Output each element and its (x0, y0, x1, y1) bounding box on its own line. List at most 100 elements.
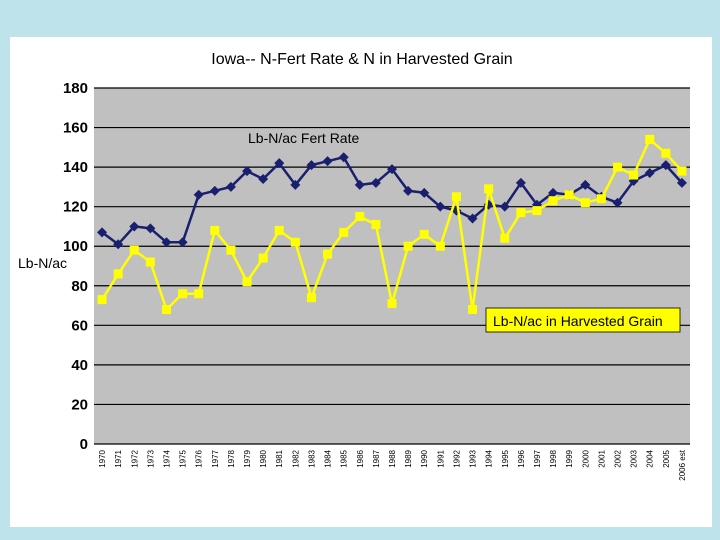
data-point (467, 213, 478, 224)
data-point (612, 197, 623, 208)
grain-annotation-box (485, 307, 681, 333)
x-tick-label: 1999 (565, 449, 574, 467)
data-point (113, 269, 123, 279)
x-tick-label: 1989 (404, 449, 413, 467)
x-tick-label: 1985 (340, 449, 349, 467)
data-point (548, 187, 559, 198)
data-point (194, 289, 204, 299)
line-chart: Iowa-- N-Fert Rate & N in Harvested Grai… (18, 51, 690, 481)
series-group (97, 134, 687, 315)
y-tick-label: 60 (71, 317, 88, 334)
x-tick-label: 1992 (452, 449, 461, 467)
x-tick-label: 1984 (324, 449, 333, 467)
data-point (323, 249, 333, 259)
data-point (419, 187, 430, 198)
data-point (129, 221, 140, 232)
data-point (145, 257, 155, 267)
x-tick-label: 1990 (420, 449, 429, 467)
data-point (677, 166, 687, 176)
data-point (290, 179, 301, 190)
data-point (274, 158, 285, 169)
series-2 (97, 134, 687, 315)
x-tick-label: 2002 (614, 449, 623, 467)
data-point (564, 190, 574, 200)
y-tick-label: 160 (63, 120, 88, 137)
x-tick-label: 1982 (291, 449, 300, 467)
data-point (499, 201, 510, 212)
x-tick-label: 1998 (549, 449, 558, 467)
data-point (629, 170, 639, 180)
data-point (306, 160, 317, 171)
data-point (676, 177, 687, 188)
x-tick-label: 2004 (646, 449, 655, 467)
y-tick-label: 0 (80, 436, 88, 453)
data-point (644, 168, 655, 179)
data-point (645, 134, 655, 144)
x-tick-label: 1970 (98, 449, 107, 467)
x-tick-label: 1977 (211, 449, 220, 467)
chart-title: Iowa-- N-Fert Rate & N in Harvested Grai… (211, 51, 512, 68)
fert-rate-annotation: Lb-N/ac Fert Rate (248, 130, 359, 146)
data-point (290, 237, 300, 247)
data-point (387, 299, 397, 309)
y-tick-label: 40 (71, 357, 88, 374)
data-point (451, 192, 461, 202)
series-1 (97, 152, 687, 250)
data-point (354, 179, 365, 190)
data-point (548, 196, 558, 206)
x-tick-label: 1986 (356, 449, 365, 467)
data-point (580, 198, 590, 208)
x-tick-label: 2006 est (678, 449, 687, 480)
data-point (258, 253, 268, 263)
data-point (468, 305, 478, 315)
y-axis-label: Lb-N/ac (18, 255, 67, 271)
x-tick-label: 2001 (597, 449, 606, 467)
x-tick-label: 1978 (227, 449, 236, 467)
x-tick-label: 2000 (581, 449, 590, 467)
data-point (484, 184, 494, 194)
data-point (370, 177, 381, 188)
plot-area (94, 88, 690, 444)
chart-frame: Iowa-- N-Fert Rate & N in Harvested Grai… (10, 37, 712, 527)
data-point (178, 289, 188, 299)
x-tick-label: 1988 (388, 449, 397, 467)
data-point (339, 227, 349, 237)
x-tick-label: 1980 (259, 449, 268, 467)
data-point (242, 277, 252, 287)
data-point (435, 201, 446, 212)
data-point (516, 208, 526, 218)
x-tick-label: 2003 (630, 449, 639, 467)
data-point (596, 194, 606, 204)
data-point (435, 241, 445, 251)
x-tick-label: 1994 (485, 449, 494, 467)
x-tick-label: 1971 (114, 449, 123, 467)
data-point (403, 241, 413, 251)
x-tick-label: 1976 (195, 449, 204, 467)
data-point (242, 166, 253, 177)
data-point (661, 148, 671, 158)
data-point (129, 245, 139, 255)
data-point (660, 160, 671, 171)
data-point (113, 239, 124, 250)
y-tick-label: 20 (71, 396, 88, 413)
x-tick-label: 1993 (469, 449, 478, 467)
data-point (177, 237, 188, 248)
data-point (97, 295, 107, 305)
x-tick-label: 1995 (501, 449, 510, 467)
data-point (97, 227, 108, 238)
x-tick-label: 1996 (517, 449, 526, 467)
data-point (403, 185, 414, 196)
y-tick-label: 180 (63, 80, 88, 97)
x-tick-label: 1974 (162, 449, 171, 467)
y-tick-label: 140 (63, 159, 88, 176)
data-point (274, 225, 284, 235)
x-tick-label: 1981 (275, 449, 284, 467)
data-point (387, 164, 397, 175)
data-point (500, 233, 510, 243)
grain-annotation: Lb-N/ac in Harvested Grain (493, 313, 663, 329)
data-point (338, 152, 349, 163)
y-tick-label: 80 (71, 278, 88, 295)
y-tick-label: 120 (63, 199, 88, 216)
x-tick-label: 1972 (130, 449, 139, 467)
